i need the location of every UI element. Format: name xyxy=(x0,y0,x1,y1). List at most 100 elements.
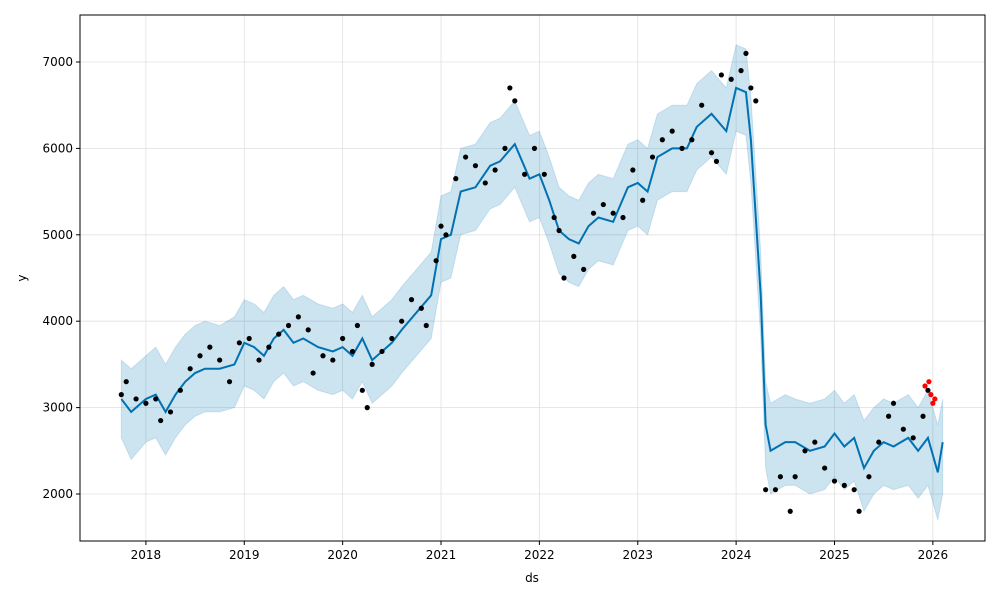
data-point xyxy=(408,296,415,303)
y-tick-label: 6000 xyxy=(42,141,73,155)
data-point xyxy=(822,465,828,471)
data-point xyxy=(531,145,538,152)
data-point xyxy=(507,85,513,91)
data-point xyxy=(418,305,424,311)
data-point xyxy=(922,383,928,389)
data-point xyxy=(236,340,242,346)
data-point xyxy=(930,400,936,406)
data-point xyxy=(659,137,665,143)
data-point xyxy=(787,508,793,514)
data-point xyxy=(226,379,233,385)
data-point xyxy=(438,223,444,229)
data-point xyxy=(630,167,636,173)
plot-frame xyxy=(79,14,986,542)
x-axis-label: ds xyxy=(525,571,539,585)
data-point xyxy=(866,474,872,480)
data-point xyxy=(890,400,897,406)
data-point xyxy=(310,370,316,376)
y-tick-label: 2000 xyxy=(42,487,73,501)
data-point xyxy=(143,400,149,406)
data-point xyxy=(841,482,847,488)
x-tick-label: 2019 xyxy=(229,548,260,562)
data-point xyxy=(856,508,862,514)
data-point xyxy=(802,448,808,454)
data-point xyxy=(718,72,724,78)
data-point xyxy=(571,253,577,260)
data-point xyxy=(932,396,938,402)
data-point xyxy=(792,474,798,480)
data-point xyxy=(305,327,311,333)
data-point xyxy=(433,258,439,264)
data-point xyxy=(364,404,370,411)
data-point xyxy=(900,426,906,432)
data-point xyxy=(187,366,193,372)
data-point xyxy=(399,318,405,324)
data-point xyxy=(926,379,932,385)
data-point xyxy=(246,335,252,342)
data-point xyxy=(359,387,365,393)
data-point xyxy=(369,361,375,367)
data-point xyxy=(349,348,356,355)
data-point xyxy=(453,176,459,182)
data-point xyxy=(753,98,759,104)
data-point xyxy=(167,409,174,415)
data-point xyxy=(763,487,769,493)
data-point xyxy=(669,128,675,134)
data-point xyxy=(443,232,449,238)
data-point xyxy=(354,322,361,329)
x-tick-label: 2022 xyxy=(524,548,555,562)
data-point xyxy=(561,275,567,281)
data-point xyxy=(551,214,557,221)
x-tick-label: 2020 xyxy=(327,548,358,562)
data-point xyxy=(463,154,469,160)
data-point xyxy=(649,154,656,160)
data-point xyxy=(679,145,685,152)
data-point xyxy=(777,474,783,480)
data-point xyxy=(620,214,626,221)
x-tick-label: 2018 xyxy=(131,548,162,562)
data-point xyxy=(581,266,587,272)
data-point xyxy=(910,435,916,441)
data-point xyxy=(640,197,646,203)
data-point xyxy=(541,171,547,177)
data-point xyxy=(689,137,695,143)
y-tick-label: 7000 xyxy=(42,55,73,69)
data-point xyxy=(610,210,616,216)
data-point xyxy=(522,171,528,177)
data-point xyxy=(772,487,779,493)
data-point xyxy=(512,98,518,104)
data-point xyxy=(197,353,203,359)
x-tick-label: 2024 xyxy=(721,548,752,562)
data-point xyxy=(928,392,934,398)
data-point xyxy=(379,348,385,355)
data-point xyxy=(885,413,892,419)
data-point xyxy=(812,439,818,445)
y-tick-label: 5000 xyxy=(42,228,73,242)
data-point xyxy=(556,227,562,234)
data-point xyxy=(340,335,346,342)
data-point xyxy=(699,102,705,108)
data-point xyxy=(266,344,272,350)
data-point xyxy=(590,210,597,216)
data-point xyxy=(158,417,164,424)
uncertainty-band xyxy=(120,44,944,521)
y-axis-label: y xyxy=(15,274,29,281)
data-point xyxy=(920,413,926,419)
data-point xyxy=(389,335,395,342)
data-point xyxy=(502,145,508,152)
data-point xyxy=(276,331,282,337)
data-point xyxy=(133,396,139,402)
x-tick-label: 2021 xyxy=(426,548,457,562)
data-point xyxy=(482,180,488,186)
x-tick-label: 2023 xyxy=(622,548,653,562)
data-point xyxy=(600,201,606,208)
data-point xyxy=(123,379,129,385)
data-point xyxy=(876,439,882,445)
forecast-line xyxy=(120,86,944,473)
data-point xyxy=(472,163,479,169)
data-point xyxy=(743,50,749,56)
data-point xyxy=(713,158,720,164)
data-point xyxy=(728,76,734,82)
x-tick-label: 2026 xyxy=(918,548,949,562)
